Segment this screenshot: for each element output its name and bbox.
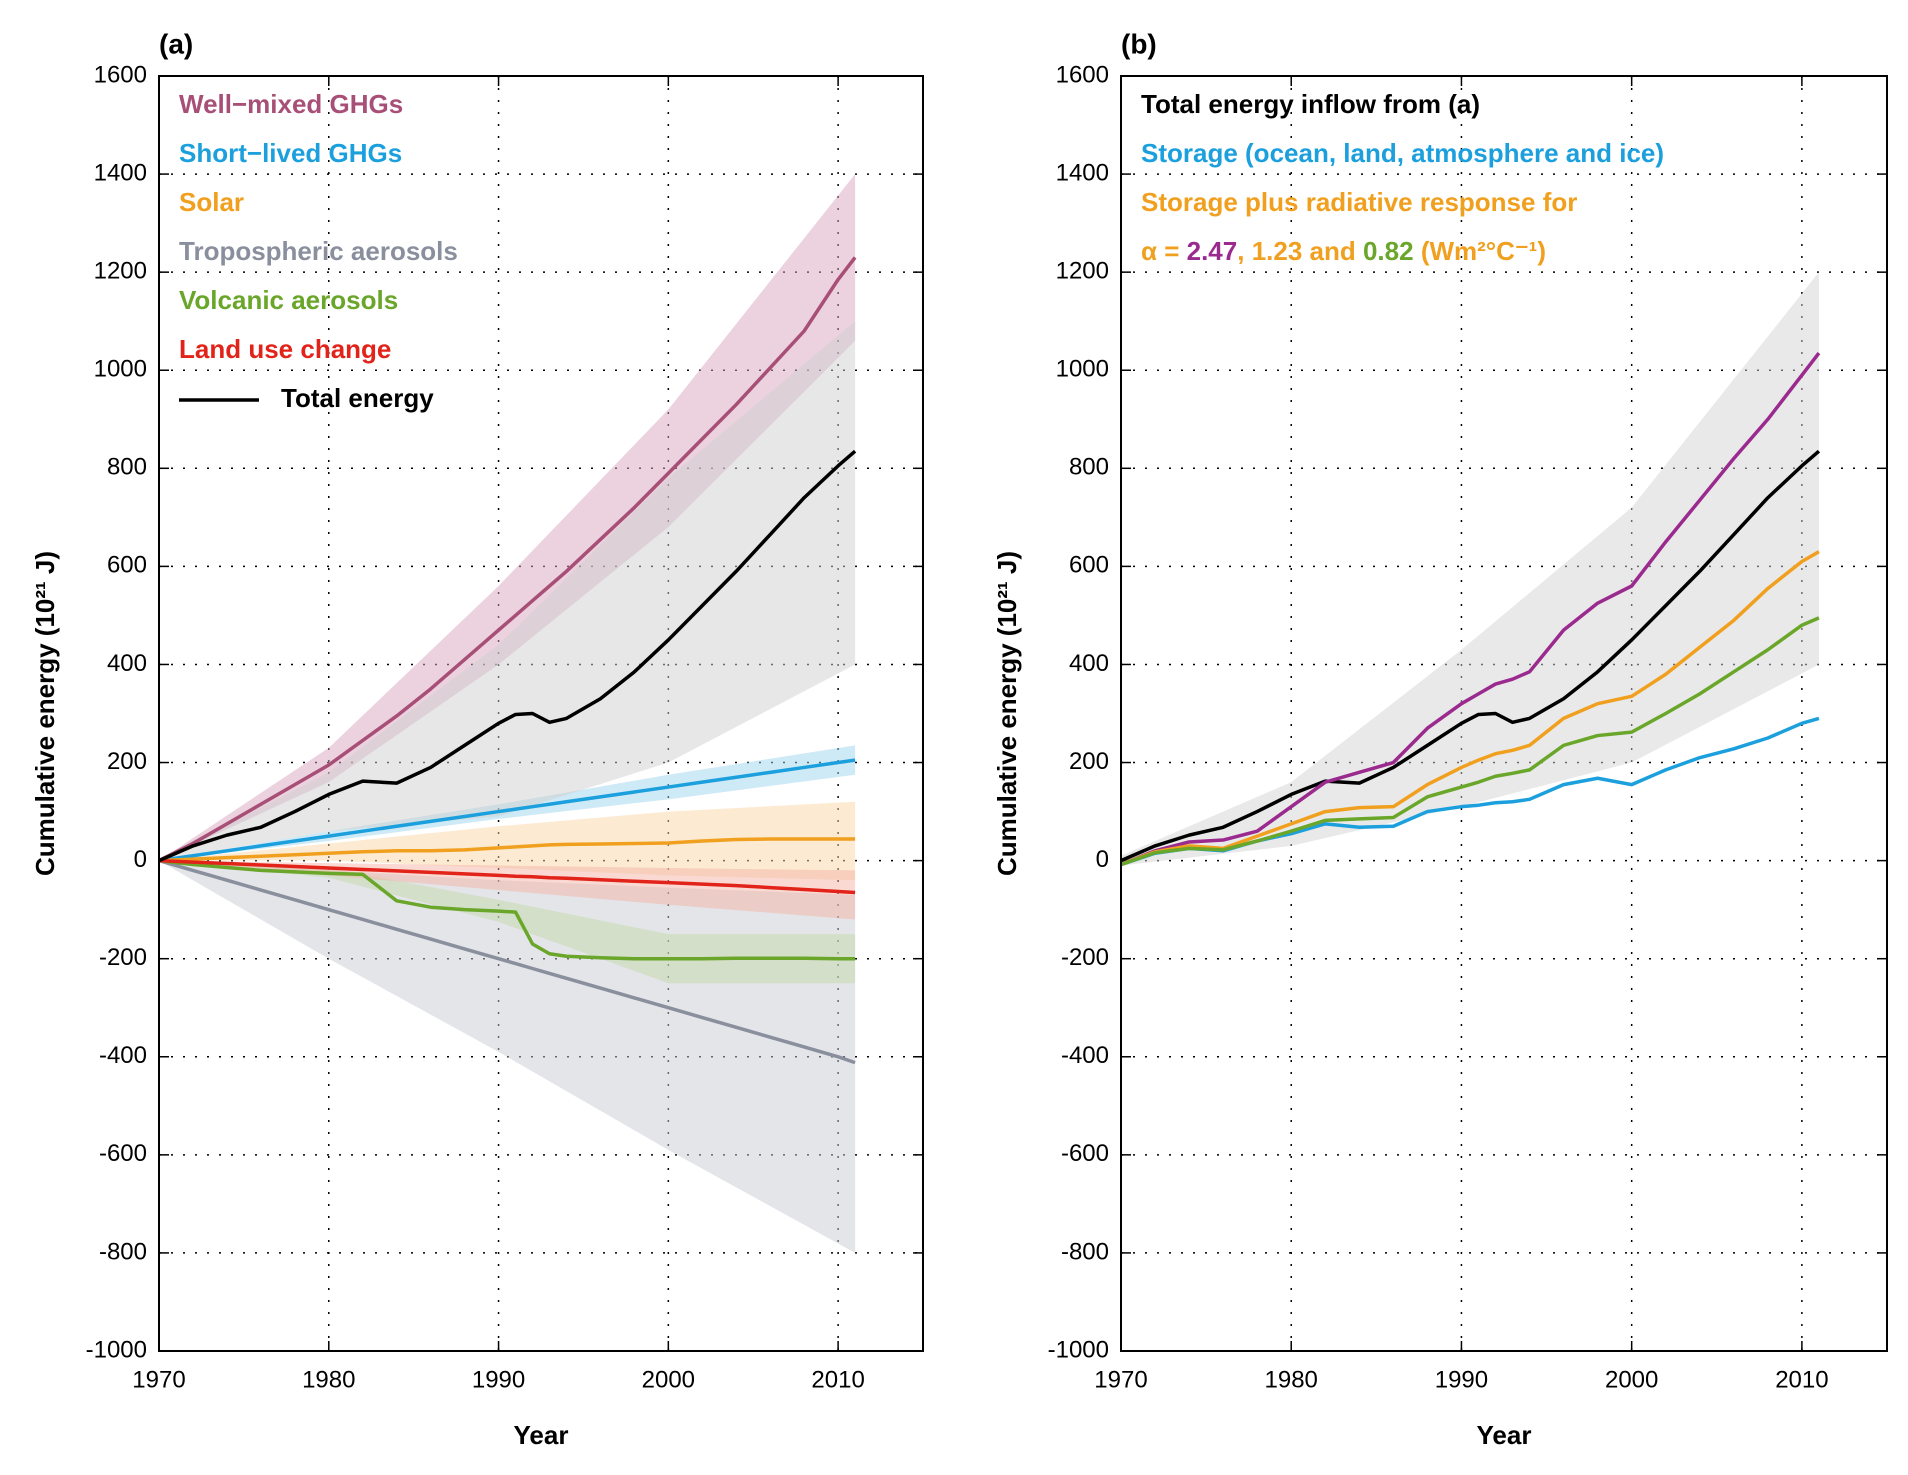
uncertainty-band [159, 860, 856, 984]
y-tick-label: 1000 [94, 356, 147, 383]
y-tick-label: 400 [1069, 650, 1109, 677]
y-tick-label: -200 [99, 944, 147, 971]
alpha-label: α = [1141, 236, 1179, 266]
panel-label: (b) [1121, 28, 1157, 59]
y-tick-label: -600 [99, 1140, 147, 1167]
y-tick-label: 1600 [94, 61, 147, 88]
series-line [158, 858, 856, 1065]
y-tick-label: 400 [107, 650, 147, 677]
y-tick-label: 200 [107, 748, 147, 775]
legend-label: 0.82 [1363, 236, 1414, 266]
y-tick-label: -400 [99, 1042, 147, 1069]
legend-label: Solar [179, 187, 244, 217]
y-axis-label: Cumulative energy (10²¹ J) [992, 551, 1022, 876]
separator: , [1237, 236, 1251, 266]
legend-label: 2.47 [1187, 236, 1238, 266]
y-tick-label: 1400 [94, 159, 147, 186]
legend-label: Well−mixed GHGs [179, 89, 403, 119]
panel-label: (a) [159, 28, 193, 59]
legend-label: 1.23 [1252, 236, 1303, 266]
series-line [158, 256, 857, 863]
y-tick-label: 1000 [1056, 356, 1109, 383]
x-tick-label: 1970 [1094, 1366, 1147, 1393]
legend-label: Total energy [281, 383, 434, 413]
legend-note: Storage plus radiative response for [1141, 187, 1577, 217]
y-tick-label: 800 [107, 454, 147, 481]
legend-label: Storage (ocean, land, atmosphere and ice… [1141, 138, 1664, 168]
y-tick-label: -1000 [1048, 1336, 1109, 1363]
y-tick-label: 600 [107, 552, 147, 579]
separator: and [1302, 236, 1363, 266]
plot-frame [1120, 75, 1888, 1352]
x-tick-label: 1990 [1435, 1366, 1488, 1393]
series-line [158, 858, 856, 961]
series-line [1120, 550, 1820, 867]
y-tick-label: -200 [1061, 944, 1109, 971]
x-axis-label: Year [1477, 1420, 1532, 1450]
x-axis-label: Year [514, 1420, 569, 1450]
legend-label: Total energy inflow from (a) [1141, 89, 1480, 119]
legend-label: Short−lived GHGs [179, 138, 402, 168]
y-tick-label: -400 [1061, 1042, 1109, 1069]
x-tick-label: 1980 [302, 1366, 355, 1393]
legend-label: Volcanic aerosols [179, 285, 398, 315]
y-tick-label: 600 [1069, 552, 1109, 579]
series-line [1120, 351, 1821, 867]
series-line [158, 449, 857, 863]
y-tick-label: 1600 [1056, 61, 1109, 88]
uncertainty-band [159, 801, 856, 881]
y-tick-label: -800 [99, 1238, 147, 1265]
y-axis-label: Cumulative energy (10²¹ J) [30, 551, 60, 876]
y-tick-label: 800 [1069, 454, 1109, 481]
x-tick-label: 2000 [642, 1366, 695, 1393]
y-tick-label: 1200 [1056, 257, 1109, 284]
y-tick-label: 0 [134, 846, 147, 873]
series-line [158, 837, 856, 863]
legend-label: Land use change [179, 334, 391, 364]
y-tick-label: -1000 [86, 1336, 147, 1363]
series-line [1120, 449, 1821, 863]
x-tick-label: 2010 [811, 1366, 864, 1393]
x-tick-label: 1990 [472, 1366, 525, 1393]
plot-frame [158, 75, 924, 1352]
uncertainty-band [159, 321, 856, 861]
series-line [158, 758, 856, 863]
uncertainty-band [1121, 272, 1819, 866]
y-tick-label: 1200 [94, 257, 147, 284]
x-tick-label: 1980 [1265, 1366, 1318, 1393]
x-tick-label: 2010 [1775, 1366, 1828, 1393]
y-tick-label: 1400 [1056, 159, 1109, 186]
series-line [158, 858, 856, 895]
legend-alpha-row: α = 2.47, 1.23 and 0.82 (Wm²°C⁻¹) [1141, 236, 1546, 266]
legend-label: Tropospheric aerosols [179, 236, 458, 266]
y-tick-label: 0 [1096, 846, 1109, 873]
x-tick-label: 2000 [1605, 1366, 1658, 1393]
uncertainty-band [159, 860, 856, 920]
y-tick-label: -600 [1061, 1140, 1109, 1167]
y-tick-label: 200 [1069, 748, 1109, 775]
series-line [1120, 616, 1820, 867]
unit-label: (Wm²°C⁻¹) [1421, 236, 1546, 266]
x-tick-label: 1970 [132, 1366, 185, 1393]
y-tick-label: -800 [1061, 1238, 1109, 1265]
